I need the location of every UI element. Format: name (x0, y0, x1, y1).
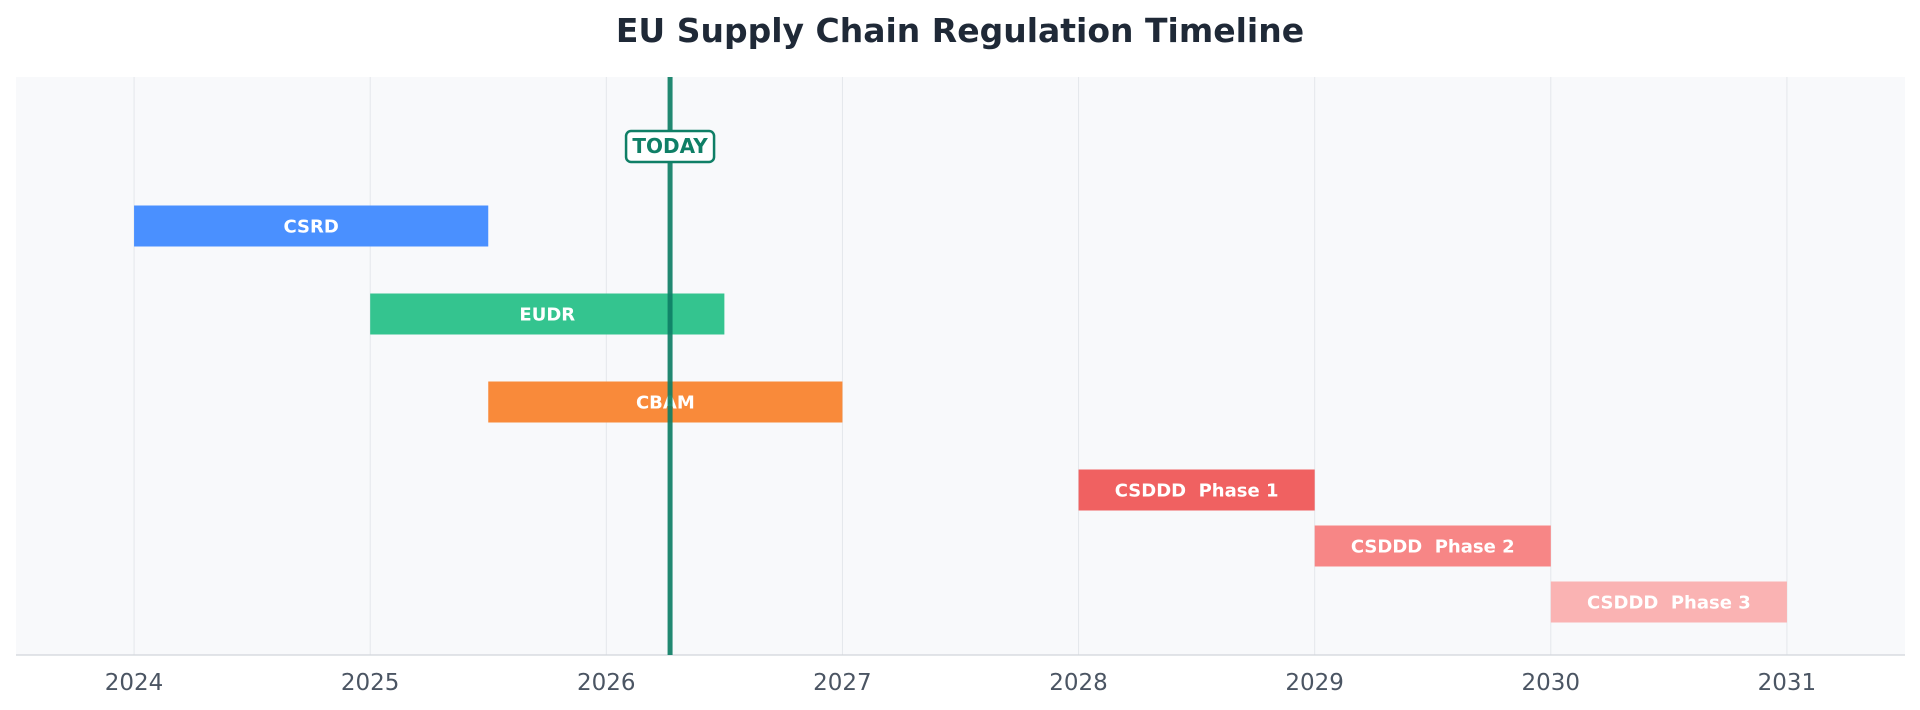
chart-title: EU Supply Chain Regulation Timeline (616, 11, 1304, 50)
timeline-bar[interactable] (370, 293, 725, 335)
bar-label: CBAM (636, 393, 695, 414)
x-tick-label: 2027 (813, 670, 872, 696)
timeline-bar[interactable] (488, 381, 843, 423)
x-tick-label: 2025 (341, 670, 400, 696)
timeline-bar[interactable] (1550, 581, 1787, 623)
bar-label: EUDR (519, 305, 575, 326)
x-tick-label: 2026 (577, 670, 636, 696)
timeline-bar[interactable] (1078, 469, 1315, 511)
x-tick-label: 2024 (105, 670, 164, 696)
bar-label: CSDDD Phase 2 (1351, 537, 1515, 558)
plot-background (16, 77, 1905, 655)
x-tick-label: 2031 (1758, 670, 1817, 696)
timeline-bar[interactable] (134, 205, 489, 247)
bar-label: CSDDD Phase 1 (1115, 481, 1279, 502)
today-label-box (624, 129, 716, 164)
x-tick-label: 2030 (1522, 670, 1581, 696)
timeline-bar[interactable] (1314, 525, 1551, 567)
today-label: TODAY (632, 134, 708, 158)
x-tick-label: 2029 (1285, 670, 1344, 696)
x-tick-label: 2028 (1049, 670, 1108, 696)
bar-label: CSDDD Phase 3 (1587, 593, 1751, 614)
bar-label: CSRD (284, 217, 339, 238)
